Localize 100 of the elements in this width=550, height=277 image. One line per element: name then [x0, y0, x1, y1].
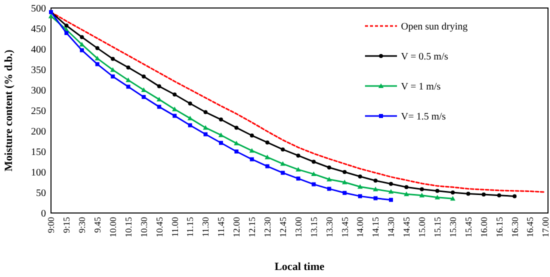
- point: [188, 102, 192, 106]
- y-tick-label: 300: [31, 86, 46, 96]
- x-tick-label: 12.45: [278, 216, 288, 238]
- y-tick-label: 250: [31, 106, 46, 117]
- x-tick-label: 16.15: [494, 216, 504, 238]
- point: [95, 46, 100, 50]
- x-tick-label: 15.30: [448, 216, 458, 238]
- point: [79, 42, 85, 46]
- y-tick-label: 0: [41, 208, 46, 220]
- x-tick-label: 11.45: [216, 216, 226, 237]
- point: [482, 192, 486, 197]
- x-tick-label: 10.15: [123, 216, 134, 238]
- x-tick-label: 11.15: [185, 216, 196, 237]
- point: [142, 94, 146, 99]
- x-tick-label: 15.15: [432, 216, 442, 238]
- y-tick-label: 100: [31, 168, 46, 178]
- point: [419, 192, 424, 198]
- point: [435, 188, 440, 193]
- point: [466, 192, 470, 196]
- point: [110, 56, 115, 61]
- point: [218, 140, 223, 145]
- point: [265, 140, 270, 144]
- point: [512, 194, 517, 198]
- point: [388, 189, 394, 194]
- point: [326, 176, 332, 182]
- x-tick-label: 13.00: [293, 216, 304, 238]
- point: [497, 193, 502, 198]
- point: [374, 196, 378, 200]
- x-tick-label: 13.30: [324, 216, 334, 238]
- x-tick-label: 9:30: [77, 216, 88, 234]
- point: [358, 194, 362, 198]
- y-tick-label: 500: [31, 4, 46, 14]
- point: [388, 182, 393, 186]
- x-tick-label: 9:15: [62, 216, 72, 234]
- point: [404, 185, 408, 190]
- x-tick-label: 10.00: [108, 216, 118, 238]
- point: [280, 170, 285, 175]
- point: [218, 132, 224, 138]
- x-tick-label: 17.00: [540, 216, 550, 238]
- x-tick-label: 16.45: [525, 216, 536, 238]
- point: [280, 161, 286, 166]
- point: [327, 186, 332, 191]
- point: [204, 132, 208, 136]
- point: [64, 24, 68, 28]
- x-tick-label: 11.00: [170, 216, 180, 237]
- point: [296, 154, 300, 158]
- point: [234, 140, 240, 146]
- point: [296, 166, 301, 172]
- x-tick-label: 13.45: [340, 216, 350, 238]
- y-tick-label: 450: [31, 24, 46, 35]
- point: [172, 106, 178, 112]
- point: [80, 35, 84, 40]
- point: [264, 154, 270, 160]
- point: [48, 14, 54, 18]
- point: [126, 65, 130, 70]
- legend-label: V= 1.5 m/s: [401, 112, 446, 122]
- point: [250, 134, 254, 138]
- point: [234, 150, 238, 154]
- point: [311, 171, 316, 176]
- point: [202, 125, 208, 130]
- point: [172, 92, 177, 97]
- y-tick-label: 50: [36, 188, 46, 199]
- point: [250, 157, 254, 162]
- x-tick-label: 15.00: [417, 216, 428, 238]
- point: [434, 194, 440, 200]
- x-tick-label: 14.30: [386, 216, 396, 238]
- point: [374, 178, 378, 183]
- x-tick-label: 10.30: [138, 216, 149, 238]
- legend-label: Open sun drying: [401, 22, 468, 32]
- x-tick-label: 9:00: [46, 216, 56, 234]
- point: [450, 190, 455, 194]
- point: [218, 118, 223, 122]
- point: [342, 180, 348, 184]
- x-tick-label: 14.45: [402, 216, 412, 238]
- x-tick-label: 16.00: [478, 216, 489, 238]
- x-tick-label: 12.30: [262, 216, 272, 238]
- legend-label: V = 1 m/s: [401, 82, 441, 92]
- point: [94, 56, 100, 60]
- point: [188, 123, 192, 128]
- point: [234, 126, 238, 130]
- y-tick-label: 350: [31, 65, 46, 76]
- x-tick-label: 16.30: [510, 216, 520, 238]
- point: [420, 187, 424, 192]
- point: [296, 176, 300, 181]
- y-axis-title: Moisture content (% d.b.): [3, 49, 15, 172]
- point: [312, 182, 316, 186]
- point: [204, 110, 208, 114]
- point: [95, 62, 100, 66]
- point: [404, 192, 410, 196]
- y-tick-label: 150: [31, 147, 46, 158]
- point: [265, 164, 270, 168]
- x-tick-label: 12.15: [247, 216, 258, 238]
- x-tick-label: 14.00: [355, 216, 366, 238]
- point: [358, 174, 362, 179]
- x-tick-label: 14.15: [370, 216, 381, 238]
- point: [172, 114, 177, 118]
- point: [342, 170, 347, 174]
- point: [280, 147, 285, 152]
- point: [327, 165, 332, 170]
- point: [126, 78, 131, 82]
